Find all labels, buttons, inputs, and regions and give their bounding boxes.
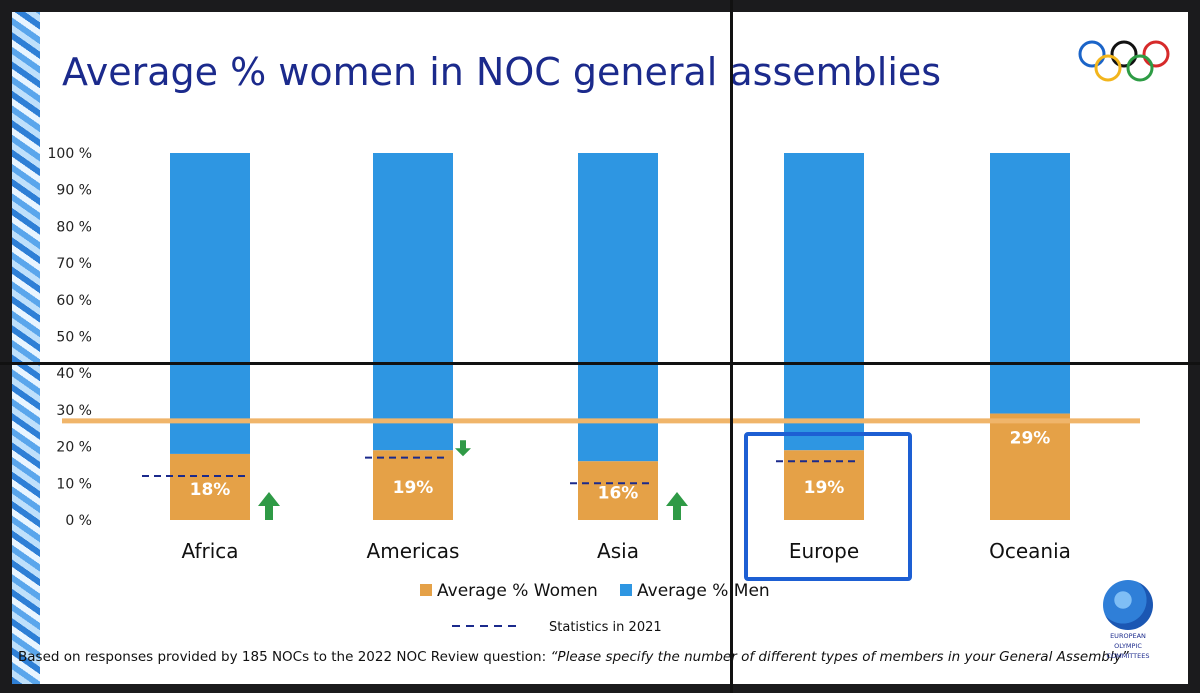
bar-men-asia <box>578 153 658 462</box>
bar-women-africa <box>170 453 250 520</box>
y-tick-label: 50 % <box>56 330 92 346</box>
category-label-africa: Africa <box>181 539 238 563</box>
legend-swatch-men <box>620 584 632 596</box>
trend-down-arrow-icon <box>455 440 471 457</box>
bar-men-africa <box>170 153 250 454</box>
footnote: Based on responses provided by 185 NOCs … <box>18 649 1129 665</box>
eoc-logo: EUROPEAN OLYMPIC COMMITTEES <box>1096 580 1160 676</box>
category-label-americas: Americas <box>367 539 460 563</box>
bar-men-europe <box>784 153 864 451</box>
slide: Average % women in NOC general assemblie… <box>12 12 1188 684</box>
eoc-logo-line-1: EUROPEAN <box>1110 632 1146 640</box>
eoc-logo-line-2: OLYMPIC <box>1114 642 1142 650</box>
y-tick-label: 60 % <box>56 293 92 309</box>
trend-up-arrow-icon <box>258 492 280 520</box>
y-tick-label: 10 % <box>56 476 92 492</box>
trend-up-arrow-icon <box>666 492 688 520</box>
monitor-bezel-vertical <box>730 0 733 693</box>
y-tick-label: 0 % <box>65 513 92 529</box>
decorative-pattern-strip <box>12 12 40 684</box>
legend-swatch-women <box>420 584 432 596</box>
y-tick-label: 100 % <box>48 146 92 162</box>
category-label-oceania: Oceania <box>989 539 1071 563</box>
y-tick-label: 20 % <box>56 440 92 456</box>
y-tick-label: 90 % <box>56 183 92 199</box>
y-tick-label: 70 % <box>56 256 92 272</box>
y-tick-label: 80 % <box>56 219 92 235</box>
data-label-oceania: 29% <box>1010 429 1051 449</box>
legend-label-men: Average % Men <box>637 581 770 601</box>
category-label-asia: Asia <box>597 539 639 563</box>
bar-women-oceania <box>990 413 1070 520</box>
bar-men-oceania <box>990 153 1070 414</box>
y-tick-label: 30 % <box>56 403 92 419</box>
y-tick-label: 40 % <box>56 366 92 382</box>
legend-label-statistics-2021: Statistics in 2021 <box>549 620 662 635</box>
monitor-bezel-horizontal <box>0 362 1200 365</box>
bar-women-americas <box>373 450 453 520</box>
chart-title: Average % women in NOC general assemblie… <box>62 50 942 94</box>
footnote-quote: “Please specify the number of different … <box>550 649 1129 665</box>
highlight-box-europe <box>744 432 912 581</box>
bar-men-americas <box>373 153 453 451</box>
category-label-europe: Europe <box>789 539 859 563</box>
legend-label-women: Average % Women <box>437 581 598 601</box>
eoc-emblem-icon <box>1103 580 1153 630</box>
stacked-bar-chart: 0 % 10 % 20 % 30 % 40 % 50 % 60 % 70 % 80 % 90 % 1… <box>48 146 1140 635</box>
footnote-prefix: Based on responses provided by 185 NOCs … <box>18 649 551 665</box>
data-label-americas: 19% <box>393 478 434 498</box>
data-label-africa: 18% <box>190 480 231 500</box>
data-label-europe: 19% <box>804 478 845 498</box>
data-label-asia: 16% <box>598 484 639 504</box>
olympic-rings-icon <box>1078 40 1170 82</box>
eoc-logo-line-3: COMMITTEES <box>1106 652 1150 660</box>
bar-women-asia <box>578 461 658 520</box>
